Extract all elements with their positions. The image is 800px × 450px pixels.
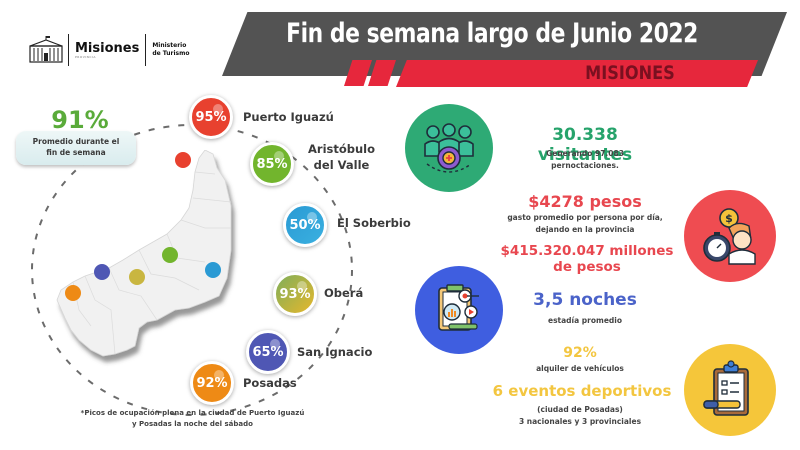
- people-gear-icon: [405, 104, 493, 192]
- subtitle-banner: [396, 60, 758, 87]
- badge-obera: 93%: [273, 272, 317, 316]
- misiones-map: [56, 150, 232, 357]
- logo-divider: [68, 34, 69, 66]
- government-building-icon: [29, 36, 63, 63]
- map-dot-san-ignacio: [94, 264, 110, 280]
- spending-detail: gasto promedio por persona por día, dejan…: [507, 213, 663, 234]
- label-obera: Oberá: [324, 286, 364, 300]
- badge-posadas: 92%: [190, 361, 234, 405]
- vehicle-rental-label: alquiler de vehículos: [536, 364, 624, 373]
- label-aristobulo-del-valle: Aristóbulo del Valle: [308, 142, 376, 172]
- label-el-soberbio: El Soberbio: [337, 216, 411, 230]
- badge-san-ignacio: 65%: [246, 330, 290, 374]
- average-stay-label: estadía promedio: [547, 316, 623, 325]
- clipboard-analytics-icon: [415, 266, 503, 354]
- map-dot-posadas: [65, 285, 81, 301]
- brand-name: Misiones PROVINCIA: [75, 40, 140, 59]
- ministry-logo: Misiones PROVINCIA Ministerio de Turismo: [28, 30, 189, 70]
- vehicle-rental-percent: 92%: [563, 345, 597, 361]
- logo-divider: [145, 34, 147, 66]
- map-dot-puerto-iguazu: [175, 152, 191, 168]
- sport-events-detail: (ciudad de Posadas) 3 nacionales y 3 prov…: [518, 405, 642, 426]
- map-dot-aristobulo: [162, 247, 178, 263]
- footnote: *Picos de ocupación plena en la ciudad d…: [80, 409, 305, 428]
- spending-total: $415.320.047 millones de pesos: [500, 243, 674, 275]
- badge-aristobulo-del-valle: 85%: [250, 142, 294, 186]
- visitors-count: 30.338 visitantes: [537, 125, 633, 165]
- label-puerto-iguazu: Puerto Iguazú: [243, 110, 334, 124]
- label-san-ignacio: San Ignacio: [297, 345, 373, 359]
- badge-el-soberbio: 50%: [283, 203, 327, 247]
- average-occupancy-label: Promedio durante el fin de semana: [16, 131, 136, 165]
- sport-events-count: 6 eventos deportivos: [492, 382, 672, 400]
- average-occupancy-percent: 91%: [51, 106, 109, 134]
- average-stay: 3,5 noches: [533, 290, 637, 310]
- visitors-detail: Generando 97.083 pernoctaciones.: [546, 149, 624, 170]
- dashed-ring-path: [31, 124, 353, 416]
- map-dot-obera: [129, 269, 145, 285]
- spending-per-day: $4278 pesos: [528, 192, 642, 211]
- label-posadas: Posadas: [243, 376, 297, 390]
- svg-text:$: $: [725, 212, 733, 225]
- stopwatch-person-coin-icon: $: [684, 190, 776, 282]
- clipboard-checklist-icon: [684, 344, 776, 436]
- ministry-name: Ministerio de Turismo: [152, 42, 190, 57]
- badge-puerto-iguazu: 95%: [189, 95, 233, 139]
- page-subtitle: MISIONES: [585, 62, 675, 84]
- map-dot-el-soberbio: [205, 262, 221, 278]
- page-title: Fin de semana largo de Junio 2022: [286, 18, 698, 49]
